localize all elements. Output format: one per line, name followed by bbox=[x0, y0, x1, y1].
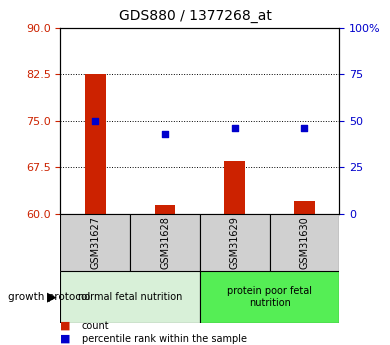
Text: ▶: ▶ bbox=[47, 290, 57, 303]
Text: GSM31627: GSM31627 bbox=[90, 216, 100, 269]
Point bbox=[92, 118, 98, 124]
Bar bbox=[60, 214, 130, 271]
Bar bbox=[130, 214, 200, 271]
Text: GSM31628: GSM31628 bbox=[160, 216, 170, 269]
Text: GSM31629: GSM31629 bbox=[230, 216, 240, 269]
Text: ■: ■ bbox=[60, 334, 71, 344]
Point bbox=[301, 126, 308, 131]
Bar bbox=[224, 161, 245, 214]
Bar bbox=[200, 271, 339, 323]
Bar bbox=[60, 271, 200, 323]
Text: protein poor fetal
nutrition: protein poor fetal nutrition bbox=[227, 286, 312, 307]
Bar bbox=[269, 214, 339, 271]
Bar bbox=[154, 205, 176, 214]
Bar bbox=[294, 201, 315, 214]
Bar bbox=[200, 214, 269, 271]
Bar bbox=[85, 74, 106, 214]
Text: ■: ■ bbox=[60, 321, 71, 331]
Text: normal fetal nutrition: normal fetal nutrition bbox=[78, 292, 183, 302]
Text: percentile rank within the sample: percentile rank within the sample bbox=[82, 334, 247, 344]
Text: count: count bbox=[82, 321, 110, 331]
Text: GDS880 / 1377268_at: GDS880 / 1377268_at bbox=[119, 9, 271, 23]
Point bbox=[162, 131, 168, 137]
Text: growth protocol: growth protocol bbox=[8, 292, 90, 302]
Text: GSM31630: GSM31630 bbox=[300, 216, 309, 269]
Point bbox=[232, 126, 238, 131]
